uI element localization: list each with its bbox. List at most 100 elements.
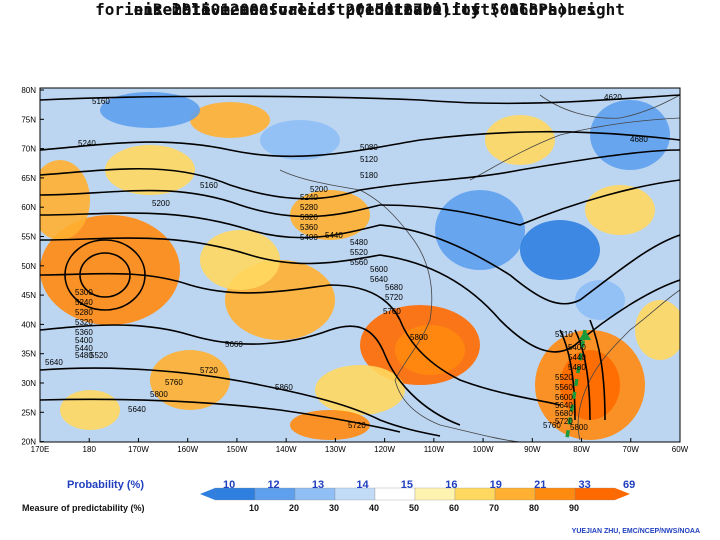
contour-label: 5520 — [90, 351, 108, 360]
colorbar — [200, 487, 630, 501]
title-line-3: ini: 2015012000 valid: 2015012700 fcst: … — [123, 0, 596, 19]
probability-label: Probability (%) — [67, 479, 145, 491]
credit-text: YUEJIAN ZHU, EMC/NCEP/NWS/NOAA — [571, 528, 700, 535]
contour-label: 5160 — [92, 97, 110, 106]
lat-tick-label: 30N — [21, 379, 36, 388]
lon-tick-label: 170E — [31, 445, 50, 454]
contour-label: 5720 — [348, 421, 366, 430]
lon-tick-label: 90W — [524, 445, 541, 454]
measure-value: 70 — [489, 503, 500, 513]
contour-label: 5320 — [75, 318, 93, 327]
contour-label: 5480 — [568, 363, 586, 372]
lat-tick-label: 40N — [21, 320, 36, 329]
lon-tick-label: 70W — [623, 445, 640, 454]
contour-label: 5200 — [310, 185, 328, 194]
measure-value: 60 — [449, 503, 460, 513]
lat-tick-label: 75N — [21, 115, 36, 124]
probability-value: 12 — [267, 479, 280, 491]
contour-label: 5680 — [555, 409, 573, 418]
contour-label: 5200 — [152, 199, 170, 208]
contour-label: 5660 — [225, 340, 243, 349]
lon-tick-label: 110W — [424, 445, 445, 454]
contour-label: 5280 — [300, 203, 318, 212]
contour-label: 5300 — [75, 288, 93, 297]
contour-label: 5860 — [275, 383, 293, 392]
contour-label: 5560 — [350, 258, 368, 267]
lon-tick-label: 140W — [276, 445, 297, 454]
contour-label: 5080 — [360, 143, 378, 152]
contour-label: 5800 — [150, 390, 168, 399]
probability-value: 10 — [223, 479, 236, 491]
measure-value: 20 — [289, 503, 300, 513]
lon-tick-label: 160W — [177, 445, 198, 454]
probability-value: 19 — [489, 479, 502, 491]
contour-label: 5800 — [570, 423, 588, 432]
lon-tick-label: 80W — [573, 445, 590, 454]
lon-tick-label: 100W — [473, 445, 494, 454]
probability-value: 69 — [623, 479, 636, 491]
contour-label: 5360 — [75, 328, 93, 337]
contour-label: 5440 — [75, 344, 93, 353]
contour-label: 5680 — [385, 283, 403, 292]
contour-label: 5480 — [350, 238, 368, 247]
contour-label: 5760 — [543, 421, 561, 430]
contour-label: 5280 — [75, 308, 93, 317]
lat-tick-label: 55N — [21, 233, 36, 242]
contour-label: 5310 — [555, 330, 573, 339]
colorbar-left-arrow-icon — [200, 488, 215, 500]
contour-label: 5720 — [555, 417, 573, 426]
contour-label: 5760 — [165, 378, 183, 387]
probability-value: 16 — [445, 479, 458, 491]
lon-tick-label: 120W — [374, 445, 395, 454]
probability-value: 21 — [534, 479, 547, 491]
probability-value: 14 — [356, 479, 369, 491]
contour-label: 5720 — [385, 293, 403, 302]
lon-tick-label: 170W — [128, 445, 149, 454]
measure-value: 10 — [249, 503, 260, 513]
contour-label: 5160 — [200, 181, 218, 190]
colorbar-swatch — [334, 487, 376, 501]
lon-tick-label: 180 — [83, 445, 97, 454]
measure-value: 90 — [569, 503, 580, 513]
contour-label: 5480 — [75, 351, 93, 360]
contour-label: 5520 — [555, 373, 573, 382]
contour-label: 5440 — [325, 231, 343, 240]
contour-label: 5520 — [350, 248, 368, 257]
title-line-1: Relative measure of predictability (colo… — [152, 0, 568, 19]
contour-label: 5720 — [200, 366, 218, 375]
lat-tick-label: 25N — [21, 408, 36, 417]
map-field: 5160 4620 4680 5240 5080 5120 5180 5160 5200 5200… — [40, 88, 680, 442]
contour-label: 4620 — [604, 93, 622, 102]
lon-tick-label: 150W — [226, 445, 247, 454]
contour-label: 5600 — [555, 393, 573, 402]
lat-tick-label: 80N — [21, 86, 36, 95]
contour-label: 5240 — [300, 193, 318, 202]
lat-tick-label: 45N — [21, 291, 36, 300]
contour-label: 5120 — [360, 155, 378, 164]
contour-label: 5800 — [410, 333, 428, 342]
coastlines — [279, 94, 680, 442]
lat-tick-label: 65N — [21, 174, 36, 183]
measure-value: 80 — [529, 503, 540, 513]
lat-tick-label: 60N — [21, 203, 36, 212]
contour-label: 5400 — [300, 233, 318, 242]
lat-tick-label: 70N — [21, 145, 36, 154]
contour-label: 5240 — [78, 139, 96, 148]
contour-label: 5640 — [45, 358, 63, 367]
contour-label: 5640 — [128, 405, 146, 414]
measure-value: 40 — [369, 503, 380, 513]
measure-value: 30 — [329, 503, 340, 513]
contour-label: 5400 — [75, 336, 93, 345]
lat-tick-label: 50N — [21, 262, 36, 271]
contour-label: 5400 — [568, 343, 586, 352]
trough-arrow-icon — [579, 330, 591, 340]
lon-tick-label: 130W — [325, 445, 346, 454]
title-line-2: for ensemble mean forecast (contours) of… — [95, 0, 625, 19]
lat-tick-label: 35N — [21, 350, 36, 359]
contour-label: 5760 — [383, 307, 401, 316]
colorbar-right-arrow-icon — [615, 488, 630, 500]
lon-tick-label: 60W — [672, 445, 689, 454]
contour-label: 4680 — [630, 135, 648, 144]
measure-value: 50 — [409, 503, 420, 513]
